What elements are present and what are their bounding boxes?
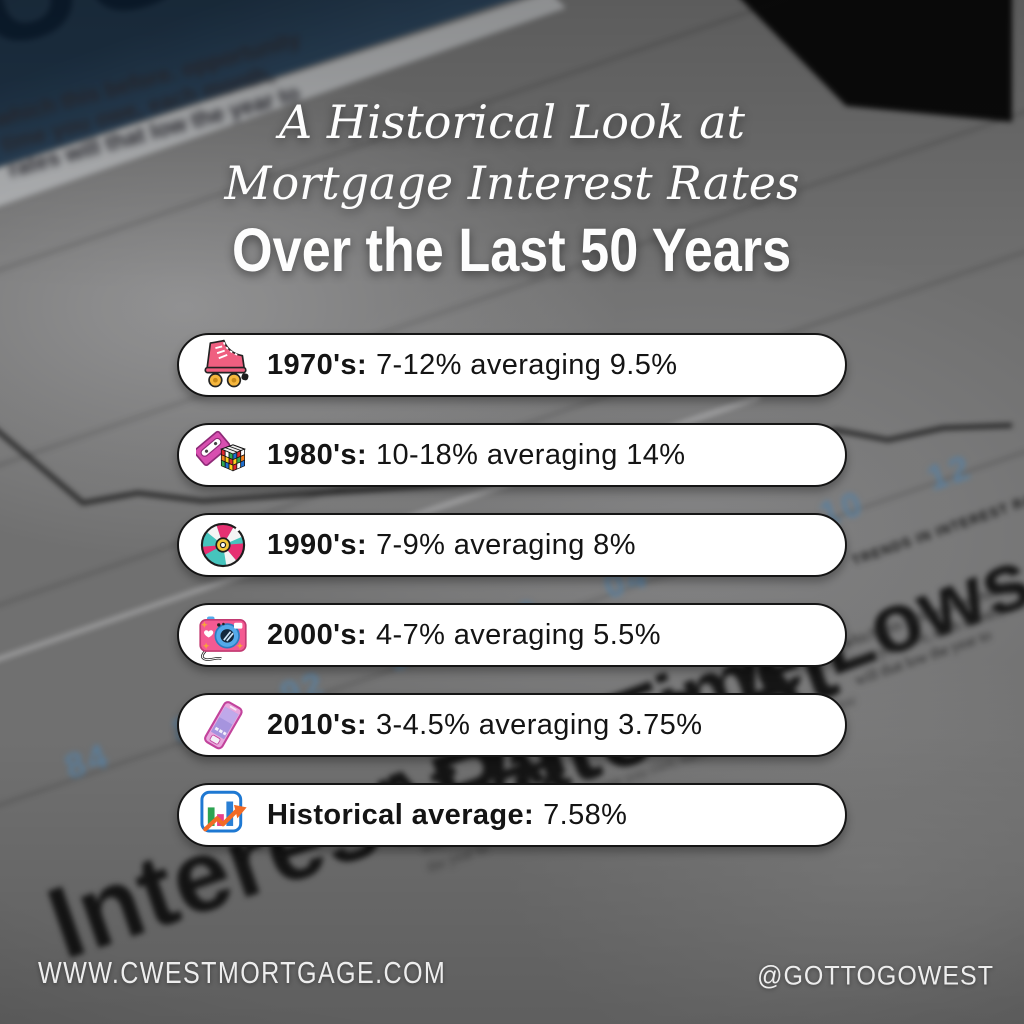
decade-value: 7-12% averaging 9.5% [376, 348, 678, 381]
social-handle: @GOTTOGOWEST [757, 960, 994, 992]
decade-label: 1980's: [267, 438, 367, 471]
decade-label: 1990's: [267, 528, 367, 561]
cassette-rubiks-cube-icon [195, 427, 251, 483]
average-value: 7.58% [543, 798, 628, 831]
page-title: A Historical Look at Mortgage Interest R… [0, 92, 1024, 285]
average-label: Historical average: [267, 798, 535, 831]
roller-skate-icon [195, 337, 251, 393]
decade-row-1970s: 1970's: 7-12% averaging 9.5% [177, 333, 847, 397]
bar-chart-icon [195, 787, 251, 843]
decade-label: 2000's: [267, 618, 367, 651]
camera-icon [195, 607, 251, 663]
decade-row-1980s: 1980's: 10-18% averaging 14% [177, 423, 847, 487]
decade-label: 2010's: [267, 708, 367, 741]
decade-value: 10-18% averaging 14% [376, 438, 686, 471]
decade-row-1990s: 1990's: 7-9% averaging 8% [177, 513, 847, 577]
decade-row-2010s: 2010's: 3-4.5% averaging 3.75% [177, 693, 847, 757]
decade-list: 1970's: 7-12% averaging 9.5% [177, 333, 847, 873]
decade-value: 4-7% averaging 5.5% [376, 618, 661, 651]
decade-value: 3-4.5% averaging 3.75% [376, 708, 703, 741]
website-url: WWW.CWESTMORTGAGE.COM [38, 956, 447, 990]
cd-disc-icon [195, 517, 251, 573]
title-line-3: Over the Last 50 Years [232, 216, 792, 286]
decade-value: 7-9% averaging 8% [376, 528, 636, 561]
smartphone-icon [195, 697, 251, 753]
decade-label: 1970's: [267, 348, 367, 381]
historical-average-row: Historical average: 7.58% [177, 783, 847, 847]
title-line-2: Mortgage Interest Rates [224, 155, 800, 210]
decade-row-2000s: 2000's: 4-7% averaging 5.5% [177, 603, 847, 667]
title-line-1: A Historical Look at [278, 95, 746, 149]
